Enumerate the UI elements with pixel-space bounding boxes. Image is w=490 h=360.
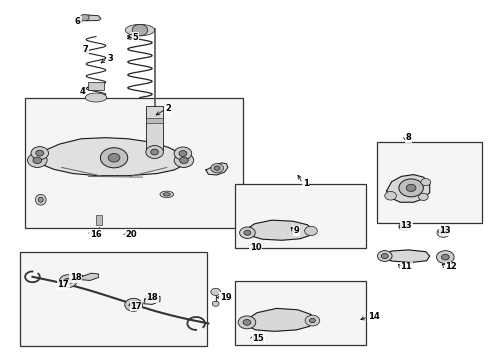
Polygon shape [81,273,98,280]
Circle shape [399,223,410,230]
Circle shape [421,179,431,186]
Text: 19: 19 [220,293,231,302]
Circle shape [174,153,194,167]
Circle shape [130,302,138,308]
Text: 4: 4 [80,86,86,95]
Circle shape [36,150,44,156]
Text: 10: 10 [250,243,262,252]
Polygon shape [245,309,315,331]
Circle shape [151,149,159,155]
Text: 6: 6 [75,17,81,26]
Text: 13: 13 [440,226,451,235]
Polygon shape [144,296,160,305]
Text: 20: 20 [126,230,137,239]
Ellipse shape [163,193,170,196]
Bar [20,252,207,346]
Circle shape [240,227,255,238]
Text: 16: 16 [90,230,101,239]
Ellipse shape [125,24,155,36]
Ellipse shape [85,93,107,102]
Circle shape [244,230,251,235]
Text: 18: 18 [147,293,158,302]
Bar [146,118,163,123]
Circle shape [179,150,187,156]
Circle shape [441,230,446,235]
Circle shape [212,301,219,306]
Circle shape [64,278,72,284]
Circle shape [377,251,392,261]
Bar [377,142,482,223]
Ellipse shape [160,191,173,198]
Text: 15: 15 [252,334,264,343]
Polygon shape [245,220,313,240]
Circle shape [437,228,450,237]
Text: 18: 18 [70,273,82,282]
Text: 12: 12 [445,262,457,271]
Circle shape [33,157,42,163]
Circle shape [399,179,423,197]
Text: 17: 17 [130,302,142,311]
Text: 1: 1 [303,179,309,188]
Text: 13: 13 [400,221,412,230]
Text: 17: 17 [57,280,69,289]
Circle shape [385,192,396,200]
Polygon shape [206,163,228,175]
Bar [235,281,366,345]
Circle shape [214,166,220,170]
Circle shape [305,315,320,326]
Text: 7: 7 [83,45,89,54]
Text: 5: 5 [133,33,139,42]
Polygon shape [383,250,430,262]
Bar [25,98,243,228]
Circle shape [27,153,47,167]
Circle shape [80,14,89,21]
Circle shape [100,148,128,168]
Circle shape [310,319,316,323]
Polygon shape [36,138,185,176]
Circle shape [211,163,223,173]
Circle shape [243,319,251,325]
Bar [88,82,104,90]
Circle shape [59,275,77,288]
Circle shape [108,153,120,162]
Polygon shape [81,15,101,21]
Circle shape [174,147,192,160]
Ellipse shape [38,197,43,202]
Circle shape [132,24,148,36]
Text: 14: 14 [368,312,380,321]
Circle shape [211,288,220,296]
Circle shape [179,157,188,163]
Text: 11: 11 [400,262,412,271]
Circle shape [125,298,143,311]
Bar [146,107,163,149]
Circle shape [146,145,163,158]
Circle shape [31,147,49,159]
Circle shape [406,184,416,192]
Ellipse shape [35,194,46,205]
Bar [235,184,366,248]
Circle shape [441,254,449,260]
Circle shape [418,193,428,201]
Text: 9: 9 [294,226,299,235]
Text: 2: 2 [166,104,171,113]
Text: 3: 3 [107,54,113,63]
Circle shape [238,316,256,329]
Circle shape [381,253,388,258]
Circle shape [437,251,454,264]
Circle shape [305,226,318,235]
Text: 8: 8 [405,133,411,142]
Polygon shape [387,175,430,202]
Bar [96,215,102,225]
